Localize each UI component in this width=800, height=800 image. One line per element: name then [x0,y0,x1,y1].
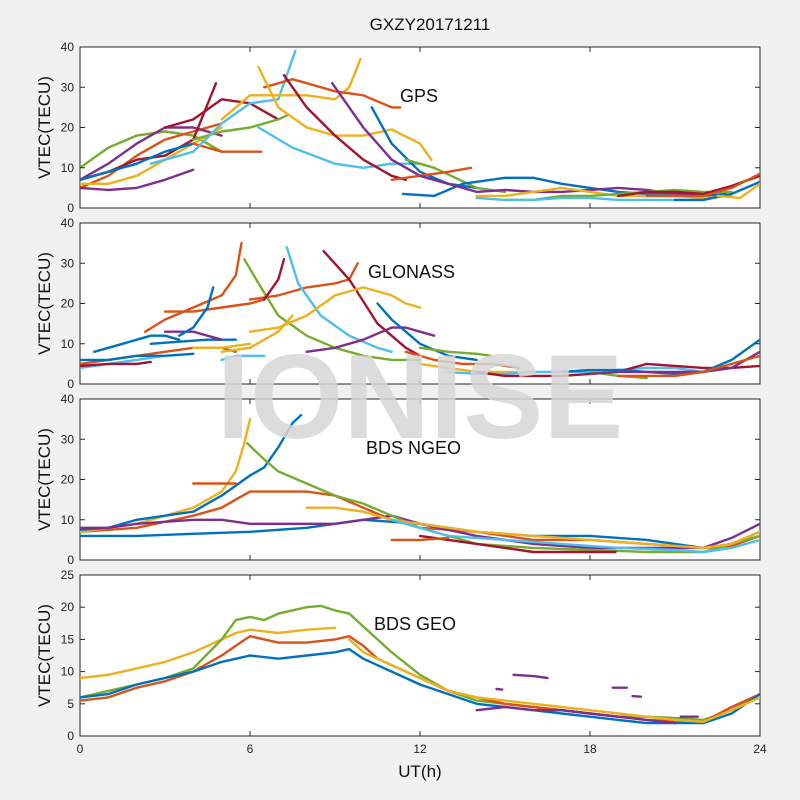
y-tick-label: 20 [61,297,75,311]
plot-area [79,574,761,737]
figure-title: GXZY20171211 [370,15,491,34]
series-group [80,604,760,725]
y-tick-label: 0 [67,729,74,743]
series-line [80,142,195,181]
series-line [220,354,266,362]
series-line [192,342,252,349]
panel-annotation: BDS GEO [374,614,456,634]
series-line [305,506,760,550]
y-tick-label: 40 [61,40,75,54]
series-line [248,262,359,301]
series-line [93,334,181,353]
series-line [322,250,422,357]
y-tick-label: 30 [61,432,75,446]
x-tick-label: 6 [247,742,254,756]
y-tick-label: 5 [67,697,74,711]
series-line [418,534,617,554]
panel-2: 0 10 20 30 40 VTEC(TECU) GLONASS [35,216,761,391]
y-tick-label: 10 [61,161,75,175]
y-axis-label: VTEC(TECU) [35,76,54,179]
series-line [80,168,195,192]
y-tick-label: 0 [67,553,74,567]
panel-annotation: GLONASS [368,262,455,282]
series-line [80,647,760,725]
y-tick-label: 40 [61,392,75,406]
y-tick-label: 30 [61,80,75,94]
series-line [80,360,152,368]
series-line [149,49,297,165]
series-line [263,78,402,109]
series-line [80,413,303,531]
series-line [404,350,521,370]
y-tick-label: 20 [61,600,75,614]
series-line [390,166,473,181]
series-line [617,354,760,378]
x-tick-label: 24 [753,742,767,756]
watermark: IONISE [217,330,624,464]
y-tick-label: 10 [61,513,75,527]
series-line [80,126,223,185]
series-group [80,49,760,202]
series-line [475,705,677,725]
series-line [163,330,223,341]
series-line [144,241,243,333]
series-line [645,172,760,198]
y-tick-label: 10 [61,337,75,351]
series-line [512,673,549,680]
y-axis-label: VTEC(TECU) [35,604,54,707]
series-line [716,182,760,200]
x-tick-label: 12 [413,742,427,756]
series-line [163,98,280,129]
panel-3: 0 10 20 30 40 VTEC(TECU) BDS NGEO [35,392,761,567]
panel-1: 0 10 20 30 40 VTEC(TECU) GPS [35,40,761,215]
y-tick-label: 25 [61,568,75,582]
series-line [263,258,286,301]
series-line [282,74,407,181]
series-line [348,638,760,723]
series-line [390,536,450,542]
series-line [163,298,266,313]
x-axis-label: UT(h) [398,762,441,781]
series-line [285,246,393,353]
series-line [220,57,362,121]
series-line [418,346,492,357]
y-tick-label: 10 [61,665,75,679]
panel-4: 0 5 10 15 20 25 0 6 12 18 24 VTEC(TECU) BDS GEO [35,568,767,756]
y-tick-label: 30 [61,256,75,270]
y-tick-label: 20 [61,473,75,487]
series-line [495,687,504,691]
series-line [376,302,478,362]
series-group [80,413,760,554]
y-tick-label: 0 [67,377,74,391]
plot-area [79,222,761,385]
series-line [390,518,760,554]
y-tick-label: 15 [61,632,75,646]
series-line [248,286,422,333]
panel-annotation: BDS NGEO [366,438,461,458]
series-line [475,196,705,202]
series-line [243,258,422,362]
panel-annotation: GPS [400,86,438,106]
series-line [588,350,760,376]
y-tick-label: 40 [61,216,75,230]
y-tick-label: 0 [67,201,74,215]
series-line [257,65,433,161]
series-group [80,241,760,380]
x-tick-label: 0 [77,742,84,756]
series-line [631,694,643,698]
series-line [305,326,436,353]
y-axis-label: VTEC(TECU) [35,428,54,531]
x-tick-label: 18 [583,742,597,756]
series-line [192,142,263,153]
y-axis-label: VTEC(TECU) [35,252,54,355]
series-line [178,286,215,337]
series-line [80,352,195,362]
y-tick-label: 20 [61,121,75,135]
